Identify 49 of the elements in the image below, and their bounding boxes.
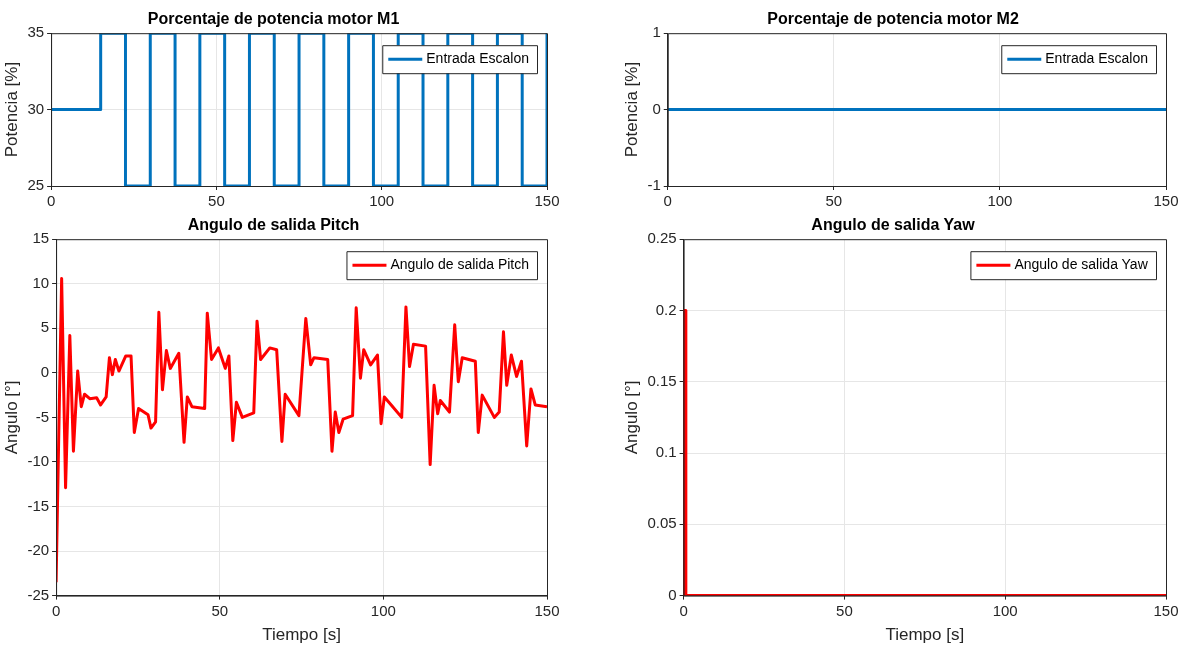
y-axis-title: Angulo [°] xyxy=(621,380,641,455)
y-tick-label: 15 xyxy=(32,229,50,247)
y-tick-label: 0 xyxy=(40,362,50,380)
x-tick-label: 0 xyxy=(51,601,61,619)
y-tick-label: -25 xyxy=(27,585,50,603)
y-tick-label: 0.2 xyxy=(655,300,677,318)
y-tick-label: -15 xyxy=(27,496,50,514)
chart-title: Porcentaje de potencia motor M2 xyxy=(767,10,1019,28)
x-tick-label: 150 xyxy=(534,192,560,210)
chart-title: Angulo de salida Pitch xyxy=(187,216,360,234)
y-tick-label: -1 xyxy=(647,176,661,194)
y-tick-label: 0 xyxy=(652,99,661,117)
legend-label: Entrada Escalon xyxy=(1045,50,1148,67)
x-tick-label: 50 xyxy=(825,192,843,210)
x-tick-label: 50 xyxy=(836,601,853,619)
x-tick-label: 100 xyxy=(987,192,1013,210)
x-tick-label: 100 xyxy=(370,601,396,619)
y-tick-label: 5 xyxy=(40,318,50,336)
y-tick-label: 0 xyxy=(668,585,677,603)
x-tick-label: 100 xyxy=(992,601,1018,619)
y-tick-label: -5 xyxy=(35,407,50,425)
x-tick-label: 150 xyxy=(1153,601,1179,619)
x-tick-label: 150 xyxy=(1153,192,1179,210)
y-axis-title: Potencia [%] xyxy=(621,61,641,158)
legend-label: Angulo de salida Pitch xyxy=(390,256,530,273)
x-tick-label: 50 xyxy=(211,601,229,619)
x-axis-title: Tiempo [s] xyxy=(885,625,965,645)
y-tick-label: 0.15 xyxy=(647,371,677,389)
y-tick-label: 30 xyxy=(27,99,45,117)
y-tick-label: 0.1 xyxy=(655,443,677,461)
y-tick-label: 0.05 xyxy=(647,514,677,532)
x-tick-label: 0 xyxy=(679,601,688,619)
legend-label: Entrada Escalon xyxy=(426,50,529,67)
y-tick-label: 0.25 xyxy=(647,229,677,247)
x-tick-label: 150 xyxy=(534,601,560,619)
y-tick-label: 25 xyxy=(27,176,45,194)
y-tick-label: -20 xyxy=(27,541,50,559)
y-tick-label: 35 xyxy=(27,23,45,41)
chart-title: Angulo de salida Yaw xyxy=(811,216,976,234)
y-tick-label: 1 xyxy=(652,23,661,41)
y-tick-label: -10 xyxy=(27,452,50,470)
y-axis-title: Potencia [%] xyxy=(1,61,21,158)
x-tick-label: 50 xyxy=(208,192,225,210)
x-tick-label: 100 xyxy=(369,192,395,210)
y-tick-label: 10 xyxy=(32,273,50,291)
legend-label: Angulo de salida Yaw xyxy=(1014,256,1149,273)
y-axis-title: Angulo [°] xyxy=(1,380,21,455)
chart-title: Porcentaje de potencia motor M1 xyxy=(147,10,400,28)
x-axis-title: Tiempo [s] xyxy=(262,625,341,645)
